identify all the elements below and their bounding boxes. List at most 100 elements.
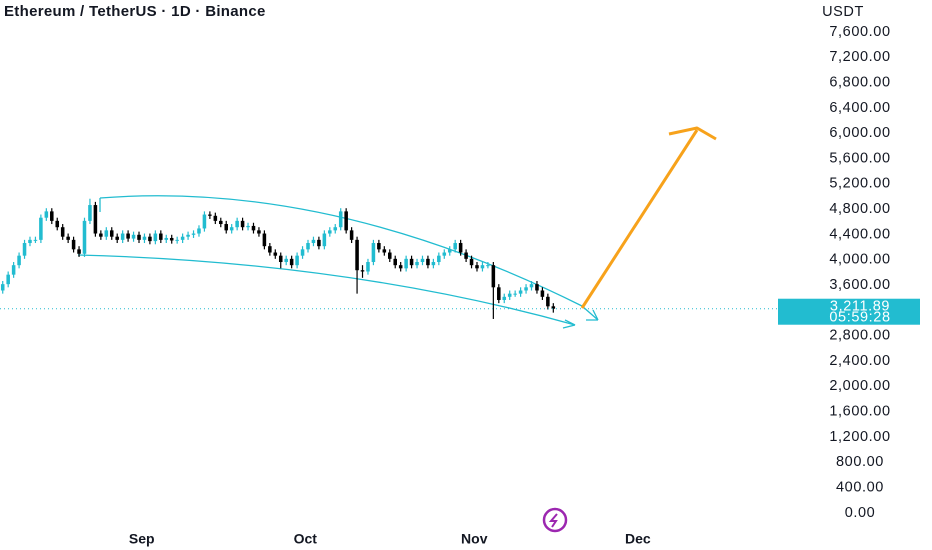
candle-body [322, 233, 327, 247]
candle-body [142, 236, 147, 240]
candle-body [328, 230, 332, 234]
candle-body [447, 249, 452, 253]
candle-body [426, 258, 430, 266]
candle-body [360, 270, 365, 272]
candle-body [278, 255, 283, 263]
candle-body [148, 236, 152, 242]
y-tick-label: 7,600.00 [829, 24, 890, 40]
candle-body [99, 233, 103, 237]
candle-body [502, 296, 507, 300]
candle-body [475, 265, 479, 269]
y-tick-label: 7,200.00 [829, 49, 890, 65]
candle-body [268, 246, 272, 253]
y-tick-label: 4,400.00 [829, 226, 890, 242]
y-tick-label: 1,200.00 [829, 429, 890, 445]
candle-body [546, 296, 550, 307]
candle-body [306, 243, 310, 250]
last-price-label: 3,211.89 [830, 299, 890, 315]
candle-body [300, 249, 305, 256]
candle-body [33, 239, 38, 241]
candle-body [0, 284, 5, 291]
candle-body [371, 243, 376, 263]
candle-body [284, 258, 288, 263]
x-tick-label: Nov [461, 531, 488, 547]
candle-body [404, 258, 408, 269]
candle-body [153, 233, 158, 242]
last-price-box [778, 298, 920, 325]
candle-body [219, 220, 223, 225]
candle-body [469, 258, 474, 266]
y-tick-label: 4,800.00 [829, 201, 890, 217]
candle-body [88, 205, 92, 221]
y-tick-label: 5,600.00 [829, 150, 890, 166]
candle-body [366, 262, 370, 272]
y-tick-label: 1,600.00 [829, 404, 890, 420]
x-tick-label: Sep [129, 531, 155, 547]
candle-body [60, 227, 65, 237]
y-tick-label: 6,400.00 [829, 100, 890, 116]
candle-body [464, 252, 468, 259]
y-tick-label: 5,200.00 [829, 176, 890, 192]
candle-body [28, 239, 32, 244]
candle-body [137, 234, 141, 240]
candle-body [349, 230, 354, 240]
y-tick-label: 400.00 [836, 480, 884, 496]
candle-body [17, 255, 21, 266]
candle-body [486, 265, 490, 267]
candle-body [202, 214, 207, 229]
candle-body [104, 230, 109, 237]
candle-body [420, 258, 425, 263]
candle-body [415, 262, 419, 266]
candle-body [109, 230, 114, 237]
y-tick-label: 2,400.00 [829, 353, 890, 369]
candle-body [39, 217, 43, 240]
y-tick-label: 800.00 [836, 454, 884, 470]
x-tick-label: Dec [625, 531, 651, 547]
channel-upper [99, 195, 583, 307]
candle-body [388, 252, 392, 259]
channel-upper-arrow [581, 305, 599, 321]
candle-body [491, 265, 496, 288]
candle-body [529, 284, 534, 288]
candle-body [289, 258, 294, 266]
candle-body [393, 258, 397, 266]
candle-body [50, 211, 54, 221]
candle-body [229, 227, 234, 231]
candle-body [409, 258, 414, 266]
candle-body [442, 252, 447, 256]
candle-body [6, 274, 10, 285]
candle-body [82, 220, 87, 254]
candle-body [77, 249, 81, 254]
candle-body [246, 225, 250, 228]
candle-body [311, 239, 316, 244]
candle-body [186, 234, 190, 237]
axis-unit: USDT [822, 4, 864, 20]
candle-body [93, 205, 98, 234]
candle-body [213, 215, 218, 221]
candle-body [480, 265, 485, 269]
y-tick-label: 6,000.00 [829, 125, 890, 141]
candle-body [197, 228, 201, 234]
flash-icon [542, 507, 568, 533]
candle-body [535, 284, 539, 291]
candle-body [224, 224, 229, 231]
candle-body [333, 227, 338, 231]
candle-body [317, 239, 321, 247]
candle-body [115, 236, 119, 240]
candle-body [257, 230, 261, 234]
candle-body [273, 252, 278, 256]
candle-body [262, 233, 267, 247]
y-tick-label: 3,600.00 [829, 277, 890, 293]
candle-body [437, 255, 441, 263]
candle-body [497, 287, 501, 300]
candle-body [377, 243, 381, 250]
candle-body [540, 290, 545, 297]
candle-body [251, 225, 256, 231]
candle-body [453, 243, 457, 250]
y-tick-label: 0.00 [845, 505, 876, 521]
candle-body [191, 233, 196, 235]
candle-body [169, 237, 174, 241]
y-tick-label: 2,000.00 [829, 378, 890, 394]
candle-body [66, 236, 70, 240]
